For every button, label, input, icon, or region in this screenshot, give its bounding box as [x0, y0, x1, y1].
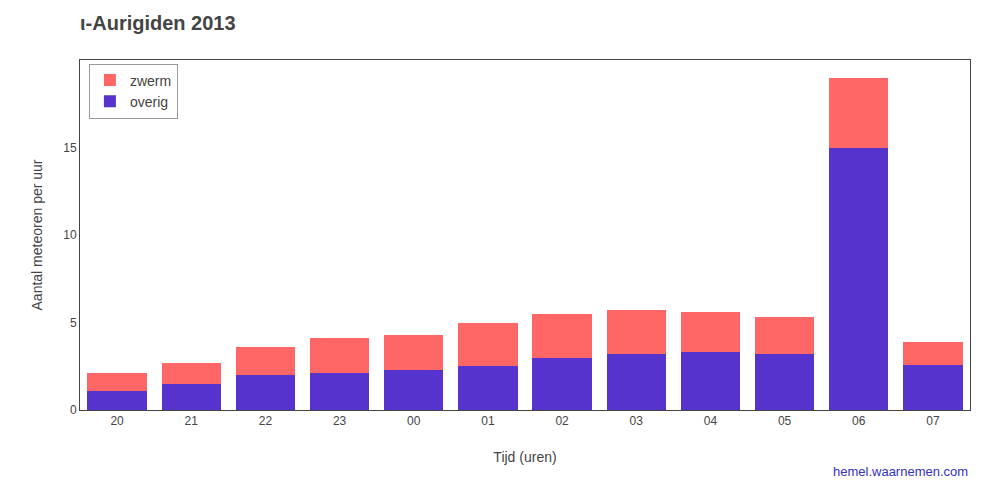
- svg-text:04: 04: [704, 414, 718, 428]
- svg-text:06: 06: [852, 414, 866, 428]
- svg-text:05: 05: [778, 414, 792, 428]
- svg-text:Aantal meteoren per uur: Aantal meteoren per uur: [29, 159, 45, 310]
- svg-text:overig: overig: [130, 94, 168, 110]
- svg-text:0: 0: [70, 403, 77, 417]
- svg-text:22: 22: [259, 414, 273, 428]
- svg-text:21: 21: [185, 414, 199, 428]
- svg-text:00: 00: [407, 414, 421, 428]
- svg-text:Tijd (uren): Tijd (uren): [493, 449, 556, 465]
- svg-text:03: 03: [630, 414, 644, 428]
- svg-text:15: 15: [63, 141, 77, 155]
- svg-text:23: 23: [333, 414, 347, 428]
- svg-text:02: 02: [555, 414, 569, 428]
- svg-text:01: 01: [481, 414, 495, 428]
- svg-text:zwerm: zwerm: [130, 73, 171, 89]
- svg-text:07: 07: [926, 414, 940, 428]
- svg-text:hemel.waarnemen.com: hemel.waarnemen.com: [833, 464, 968, 479]
- svg-text:ι-Aurigiden 2013: ι-Aurigiden 2013: [80, 12, 236, 34]
- svg-text:20: 20: [110, 414, 124, 428]
- svg-text:5: 5: [70, 316, 77, 330]
- svg-text:10: 10: [63, 228, 77, 242]
